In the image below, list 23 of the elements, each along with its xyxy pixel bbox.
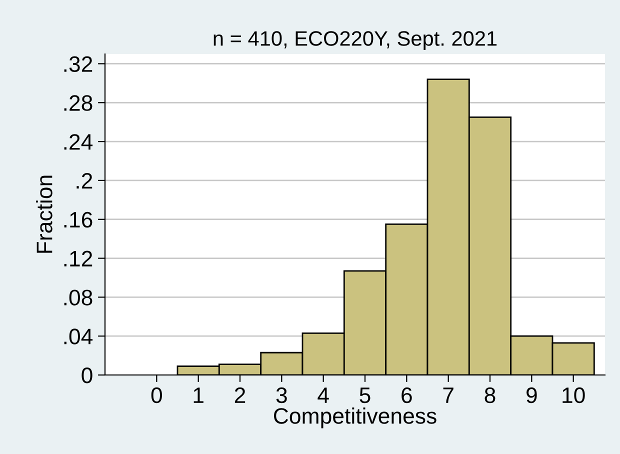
x-tick-label: 5 <box>360 388 370 404</box>
x-axis-title: Competitiveness <box>274 408 436 428</box>
x-tick-label: 6 <box>402 387 412 404</box>
x-tick-label: 0 <box>151 387 162 404</box>
y-tick-label: .16 <box>64 212 92 228</box>
x-tick-label: 8 <box>484 387 496 404</box>
x-tick-label: 3 <box>276 387 287 404</box>
y-tick-label: .04 <box>64 328 93 344</box>
y-tick-label: 0 <box>82 368 92 384</box>
y-tick-label: .12 <box>64 250 92 266</box>
x-tick-label: 10 <box>562 387 585 404</box>
y-axis-title: Fraction <box>36 176 52 253</box>
x-tick-label: 9 <box>526 387 537 404</box>
y-tick-label: .08 <box>64 290 92 306</box>
x-tick-label: 4 <box>318 388 329 403</box>
y-tick-label: .32 <box>64 56 92 72</box>
x-tick-label: 7 <box>443 388 454 403</box>
chart-title: n = 410, ECO220Y, Sept. 2021 <box>214 31 497 50</box>
y-tick-label: .24 <box>64 134 93 150</box>
y-tick-label: .2 <box>76 172 92 189</box>
y-tick-label: .28 <box>64 95 92 111</box>
x-tick-label: 2 <box>234 387 246 403</box>
x-tick-label: 1 <box>194 388 204 403</box>
